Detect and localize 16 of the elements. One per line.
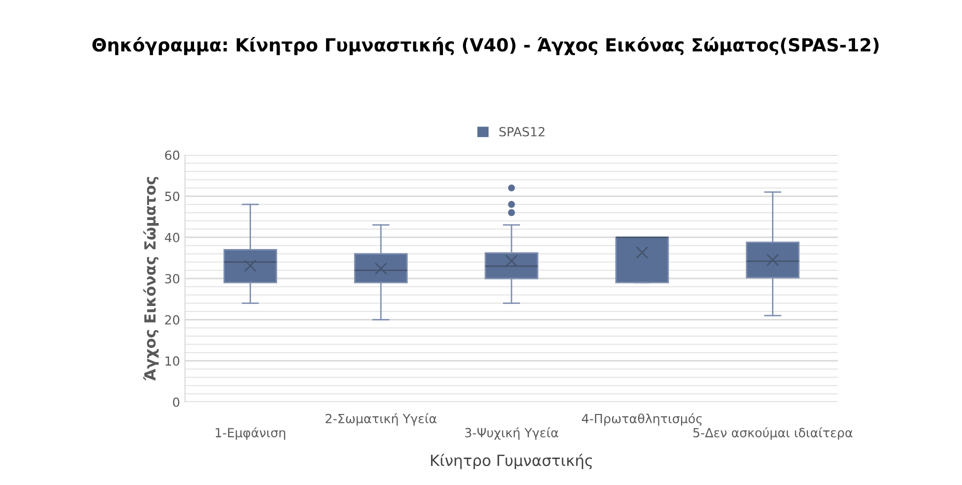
y-tick-label: 40 bbox=[164, 232, 180, 242]
y-axis-title: Άγχος Εικόνας Σώματος bbox=[143, 176, 159, 381]
legend-label: SPAS12 bbox=[499, 126, 544, 136]
y-tick-label: 0 bbox=[173, 397, 180, 407]
y-tick-label: 30 bbox=[165, 274, 180, 284]
y-tick-label: 20 bbox=[165, 315, 180, 325]
y-tick-label: 60 bbox=[165, 150, 180, 160]
chart-title: Θηκόγραμμα: Κίνητρο Γυμναστικής (V40) - Άγχος Εικόνας Σώματος(SPAS-12) bbox=[92, 36, 879, 56]
x-tick-label: 2-Σωματική Υγεία bbox=[326, 413, 436, 426]
x-tick-label: 4-Πρωταθλητισμός bbox=[582, 413, 702, 426]
x-tick-label: 3-Ψυχική Υγεία bbox=[465, 427, 558, 440]
x-tick-label: 5-Δεν ασκούμαι ιδιαίτερα bbox=[693, 427, 852, 440]
x-tick-label: 1-Εμφάνιση bbox=[216, 427, 286, 440]
y-tick-label: 10 bbox=[166, 356, 180, 366]
x-axis-title: Κίνητρο Γυμναστικής bbox=[431, 454, 592, 470]
y-tick-label: 50 bbox=[165, 192, 180, 202]
